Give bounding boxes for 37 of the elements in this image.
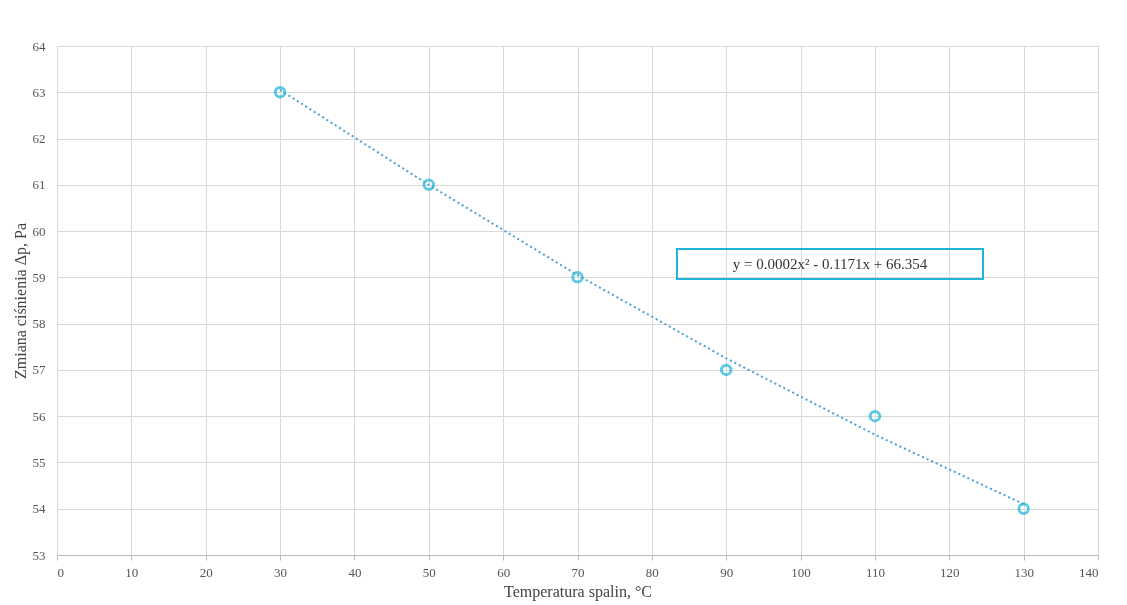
point bbox=[571, 271, 584, 284]
x-tick-label: 50 bbox=[422, 564, 436, 580]
y-tick-label: 58 bbox=[32, 316, 46, 332]
point bbox=[273, 86, 287, 99]
x-tick-label: 40 bbox=[348, 564, 362, 580]
x-tick-label: 100 bbox=[791, 564, 811, 580]
y-tick-label: 54 bbox=[32, 501, 46, 517]
x-tick-label: 70 bbox=[571, 564, 585, 580]
y-tick-label: 56 bbox=[32, 408, 46, 424]
x-tick-label: 20 bbox=[199, 564, 213, 580]
y-tick-label: 60 bbox=[32, 223, 46, 239]
y-tick-label: 53 bbox=[32, 547, 46, 563]
point bbox=[1017, 502, 1030, 515]
y-tick-label: 61 bbox=[32, 177, 46, 193]
y-tick-label: 59 bbox=[32, 269, 46, 285]
x-tick-label: 140 bbox=[1079, 564, 1099, 580]
y-tick-label: 57 bbox=[32, 362, 46, 378]
x-tick-label: 130 bbox=[1014, 564, 1034, 580]
y-tick-label: 64 bbox=[32, 38, 46, 54]
y-tick-label: 55 bbox=[32, 454, 46, 470]
x-tick-label: 60 bbox=[497, 564, 511, 580]
point bbox=[868, 409, 882, 423]
point bbox=[719, 363, 733, 377]
annotation: y = 0.0002x² - 0.1171x + 66.354 bbox=[732, 256, 928, 272]
y-axis-title: Zmiana ciśnienia Δp, Pa bbox=[11, 222, 30, 380]
x-axis-title: Temperatura spalin, °C bbox=[504, 582, 652, 601]
line-series bbox=[279, 88, 1025, 506]
y-tick-label: 63 bbox=[32, 84, 46, 100]
x-tick-label: 10 bbox=[125, 564, 139, 580]
x-tick-label: 90 bbox=[720, 564, 734, 580]
x-tick-label: 110 bbox=[865, 564, 885, 580]
x-tick-label: 0 bbox=[57, 564, 64, 580]
point bbox=[422, 178, 436, 192]
x-tick-label: 80 bbox=[645, 564, 659, 580]
x-tick-label: 120 bbox=[940, 564, 960, 580]
y-tick-label: 62 bbox=[32, 131, 46, 147]
x-tick-label: 30 bbox=[274, 564, 288, 580]
